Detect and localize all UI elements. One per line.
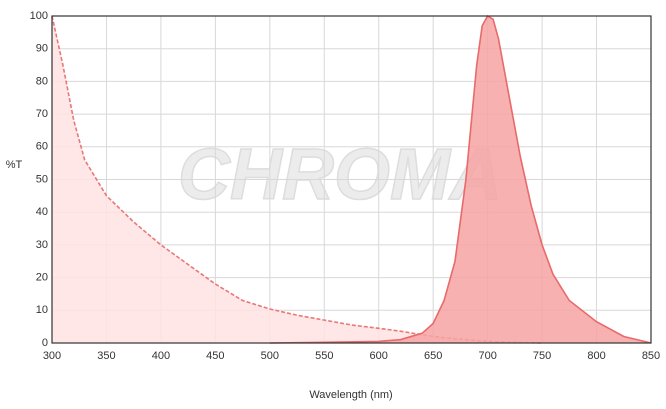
y-tick-label: 20	[36, 272, 48, 284]
x-tick-label: 300	[43, 350, 61, 362]
y-tick-label: 30	[36, 239, 48, 251]
x-tick-label: 650	[424, 350, 442, 362]
plot-frame	[51, 15, 652, 344]
x-tick-label: 750	[533, 350, 551, 362]
y-axis-label: %T	[6, 159, 23, 171]
x-tick-label: 350	[97, 350, 115, 362]
x-tick-label: 850	[642, 350, 660, 362]
y-tick-label: 40	[36, 206, 48, 218]
x-tick-label: 450	[206, 350, 224, 362]
watermark: CHROMA	[178, 135, 502, 215]
x-axis-label: Wavelength (nm)	[309, 389, 392, 401]
x-tick-label: 400	[152, 350, 170, 362]
x-tick-label: 800	[587, 350, 605, 362]
y-tick-label: 100	[30, 10, 48, 22]
x-tick-label: 500	[261, 350, 279, 362]
y-tick-label: 60	[36, 141, 48, 153]
y-tick-label: 80	[36, 75, 48, 87]
y-tick-label: 50	[36, 173, 48, 185]
area-fill	[269, 16, 651, 343]
x-tick-label: 600	[370, 350, 388, 362]
x-tick-label: 550	[315, 350, 333, 362]
area-fill	[52, 16, 543, 343]
x-tick-label: 700	[478, 350, 496, 362]
y-tick-label: 0	[42, 337, 48, 349]
y-tick-label: 90	[36, 43, 48, 55]
y-tick-label: 10	[36, 304, 48, 316]
y-tick-label: 70	[36, 108, 48, 120]
